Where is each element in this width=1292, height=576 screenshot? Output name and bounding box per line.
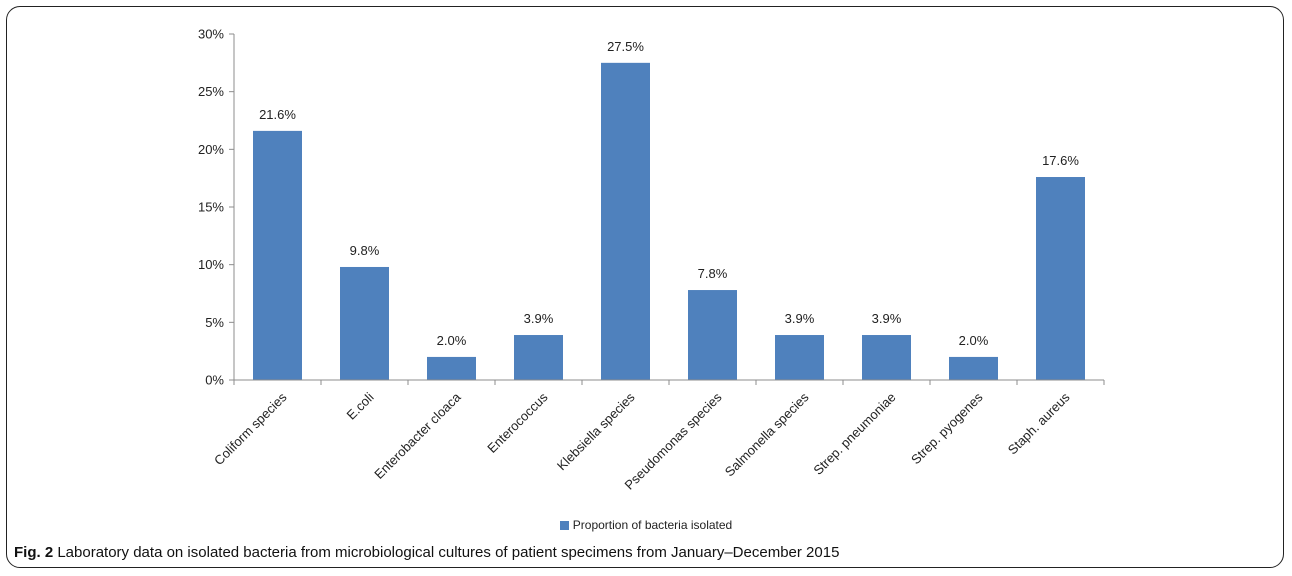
caption-text: Laboratory data on isolated bacteria fro… xyxy=(53,544,840,561)
x-tick-label: Strep. pyogenes xyxy=(908,389,986,467)
data-label: 3.9% xyxy=(872,311,902,326)
x-tick-label: Staph. aureus xyxy=(1005,389,1073,457)
x-tick-label: Enterobacter cloaca xyxy=(371,389,464,482)
data-label: 2.0% xyxy=(437,333,467,348)
data-label: 17.6% xyxy=(1042,153,1079,168)
x-tick-label: Enterococcus xyxy=(484,389,551,456)
y-tick-label: 0% xyxy=(205,373,224,388)
y-axis: 0% 5% 10% 15% 20% 25% 30% xyxy=(198,27,235,388)
data-label: 2.0% xyxy=(959,333,989,348)
x-tick-label: Salmonella species xyxy=(722,389,812,479)
data-label: 21.6% xyxy=(259,107,296,122)
y-tick-label: 20% xyxy=(198,142,224,157)
y-tick-label: 25% xyxy=(198,84,224,99)
bar xyxy=(1036,177,1085,380)
legend-label: Proportion of bacteria isolated xyxy=(572,518,733,532)
bar xyxy=(253,130,302,380)
bar xyxy=(514,335,563,380)
x-tick-label: Pseudomonas species xyxy=(622,389,725,492)
x-tick-label: Strep. pneumoniae xyxy=(810,390,898,478)
x-tick-label: E.coli xyxy=(344,389,377,422)
y-tick-label: 15% xyxy=(198,200,224,215)
data-label: 9.8% xyxy=(350,243,380,258)
caption-prefix: Fig. 2 xyxy=(14,544,54,561)
bar xyxy=(949,356,998,380)
x-tick-label: Klebsiella species xyxy=(554,389,638,473)
y-tick-label: 10% xyxy=(198,257,224,272)
bar xyxy=(688,290,737,380)
data-label: 27.5% xyxy=(607,39,644,54)
data-label: 7.8% xyxy=(698,266,728,281)
data-label: 3.9% xyxy=(785,311,815,326)
y-tick-label: 5% xyxy=(205,315,224,330)
bar xyxy=(775,335,824,380)
figure-caption: Fig. 2 Laboratory data on isolated bacte… xyxy=(14,544,839,561)
bar xyxy=(340,266,389,380)
legend-swatch xyxy=(559,521,569,530)
y-tick-label: 30% xyxy=(198,27,224,42)
x-tick-label: Coliform species xyxy=(211,389,290,468)
bar xyxy=(862,335,911,380)
bars xyxy=(253,62,1085,380)
legend: Proportion of bacteria isolated xyxy=(0,518,1292,532)
data-label: 3.9% xyxy=(524,311,554,326)
bar xyxy=(601,62,650,380)
bar xyxy=(427,356,476,380)
data-labels: 21.6% 9.8% 2.0% 3.9% 27.5% 7.8% 3.9% 3.9% 2.0% 17… xyxy=(259,39,1079,348)
